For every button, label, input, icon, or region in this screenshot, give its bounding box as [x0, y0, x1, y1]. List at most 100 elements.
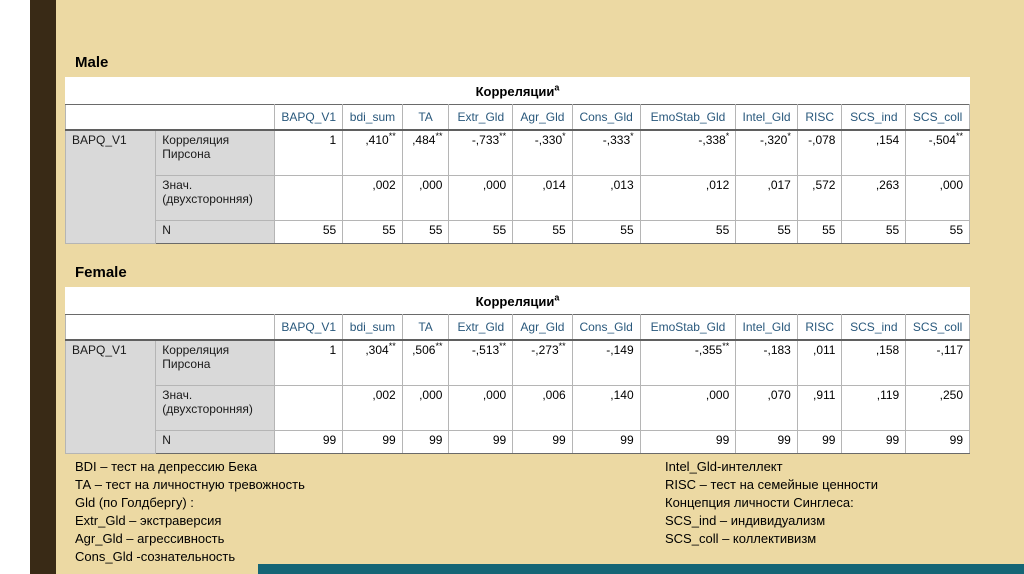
- value-cell: -,149: [571, 339, 641, 386]
- value-cell: 99: [796, 430, 843, 454]
- value-cell: 1: [274, 339, 344, 386]
- value-cell: ,158: [841, 339, 907, 386]
- value-cell: 55: [841, 220, 907, 244]
- footnote-line: ТА – тест на личностную тревожность: [75, 477, 305, 492]
- value-cell: 55: [448, 220, 514, 244]
- value-cell: ,002: [342, 175, 403, 221]
- value-cell: [274, 175, 344, 221]
- value-cell: 99: [841, 430, 907, 454]
- row-label: N: [155, 430, 276, 454]
- value-cell: 55: [905, 220, 970, 244]
- table-row: N 55 55 55 55 55 55 55 55 55 55 55: [66, 220, 970, 244]
- value-cell: ,140: [571, 385, 641, 431]
- footnote-line: RISC – тест на семейные ценности: [665, 477, 878, 492]
- footnote-line: Gld (по Голдбергу) :: [75, 495, 194, 510]
- value-cell: ,119: [841, 385, 907, 431]
- value-cell: 55: [571, 220, 641, 244]
- row-label: Корреляция Пирсона: [155, 339, 276, 386]
- value-cell: -,273**: [512, 339, 573, 386]
- section-label-male: Male: [75, 54, 109, 71]
- significance-stars: **: [499, 131, 507, 141]
- value-cell: ,000: [905, 175, 970, 221]
- significance-stars: **: [435, 131, 443, 141]
- value-cell: 99: [342, 430, 403, 454]
- left-brown-stripe: [30, 0, 56, 574]
- significance-stars: **: [722, 341, 730, 351]
- value-cell: 55: [274, 220, 344, 244]
- column-header: bdi_sum: [342, 104, 403, 131]
- value-cell: [274, 385, 344, 431]
- value-cell: 55: [342, 220, 403, 244]
- column-header: SCS_ind: [841, 104, 907, 131]
- column-header: Cons_Gld: [571, 104, 641, 131]
- column-header: Intel_Gld: [735, 314, 798, 341]
- significance-stars: **: [388, 131, 396, 141]
- table-title: Корреляцииa: [475, 292, 560, 309]
- significance-stars: *: [630, 131, 634, 141]
- significance-stars: **: [955, 131, 963, 141]
- footnote-line: Концепция личности Синглеса:: [665, 495, 854, 510]
- column-header: Extr_Gld: [448, 314, 514, 341]
- row-label: Корреляция Пирсона: [155, 129, 276, 176]
- left-white-edge: [0, 0, 30, 574]
- value-cell: 1: [274, 129, 344, 176]
- value-cell: -,513**: [448, 339, 514, 386]
- table-row: BAPQ_V1 Корреляция Пирсона 1,304** ,506** -,…: [64, 339, 970, 454]
- value-cell: ,250: [905, 385, 970, 431]
- correlation-table-male: Корреляцииa BAPQ_V1 bdi_sum TA Extr_Gld Agr_G…: [64, 77, 970, 244]
- column-header: BAPQ_V1: [274, 104, 344, 131]
- value-cell: ,154: [841, 129, 907, 176]
- column-header: SCS_coll: [905, 314, 970, 341]
- footnote-line: SCS_ind – индивидуализм: [665, 513, 826, 528]
- footnote-line: Cons_Gld -сознательность: [75, 549, 236, 564]
- column-header: RISC: [796, 314, 843, 341]
- stub-cell: BAPQ_V1: [64, 339, 157, 454]
- value-cell: ,014: [512, 175, 573, 221]
- value-cell: ,012: [639, 175, 737, 221]
- value-cell: 99: [639, 430, 737, 454]
- value-cell: ,263: [841, 175, 907, 221]
- value-cell: 99: [735, 430, 798, 454]
- spss-correlation-table: BAPQ_V1 bdi_sum TA Extr_Gld Agr_Gld Cons_Gld E…: [64, 104, 970, 244]
- value-cell: -,733**: [448, 129, 514, 176]
- row-label: N: [155, 220, 276, 244]
- table-title: Корреляцииa: [475, 82, 560, 99]
- spss-correlation-table: BAPQ_V1 bdi_sum TA Extr_Gld Agr_Gld Cons_Gld E…: [64, 314, 970, 454]
- value-cell: ,002: [342, 385, 403, 431]
- column-header: Intel_Gld: [735, 104, 798, 131]
- value-cell: 99: [274, 430, 344, 454]
- row-label: Знач. (двухсторонняя): [155, 385, 276, 431]
- value-cell: ,911: [796, 385, 843, 431]
- column-header: SCS_coll: [905, 104, 970, 131]
- column-header: TA: [401, 314, 450, 341]
- value-cell: ,506**: [401, 339, 450, 386]
- value-cell: ,011: [796, 339, 843, 386]
- value-cell: -,117: [905, 339, 970, 386]
- column-header: SCS_ind: [841, 314, 907, 341]
- table-row: N 99 99 99 99 99 99 99 99 99 99 99: [66, 430, 970, 454]
- value-cell: 99: [448, 430, 514, 454]
- significance-stars: *: [787, 131, 791, 141]
- column-header: Agr_Gld: [512, 314, 573, 341]
- value-cell: 55: [512, 220, 573, 244]
- value-cell: ,000: [448, 175, 514, 221]
- column-header: Agr_Gld: [512, 104, 573, 131]
- value-cell: 99: [571, 430, 641, 454]
- value-cell: 55: [735, 220, 798, 244]
- value-cell: -,338*: [639, 129, 737, 176]
- footnotes-left-column: BDI – тест на депрессию Бека ТА – тест на…: [75, 458, 305, 566]
- value-cell: ,013: [571, 175, 641, 221]
- value-cell: -,320*: [735, 129, 798, 176]
- value-cell: -,333*: [571, 129, 641, 176]
- value-cell: ,000: [448, 385, 514, 431]
- value-cell: ,070: [735, 385, 798, 431]
- value-cell: -,078: [796, 129, 843, 176]
- value-cell: -,504**: [905, 129, 970, 176]
- row-label: Знач. (двухсторонняя): [155, 175, 276, 221]
- value-cell: 55: [796, 220, 843, 244]
- bottom-accent-bar: [258, 564, 1024, 574]
- column-header: Extr_Gld: [448, 104, 514, 131]
- table-row: Знач. (двухсторонняя) ,002,000,000,006,14…: [66, 385, 970, 431]
- column-header: Cons_Gld: [571, 314, 641, 341]
- value-cell: ,000: [639, 385, 737, 431]
